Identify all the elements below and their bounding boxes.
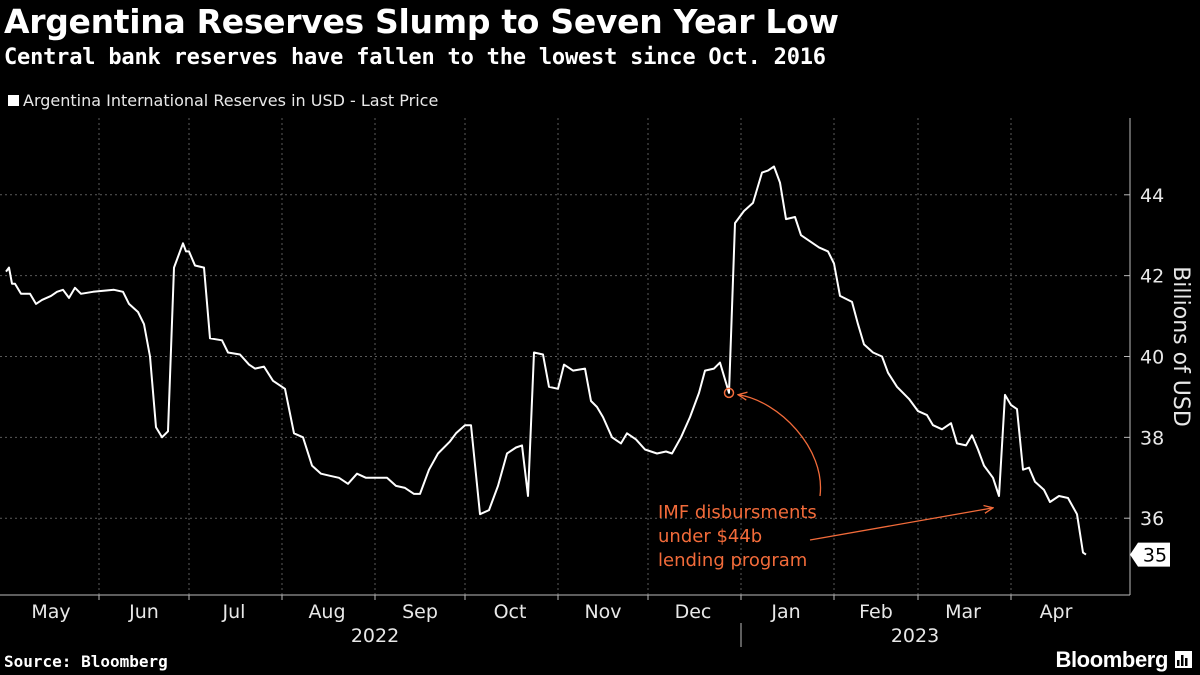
y-tick-label: 42 [1140,266,1164,288]
bloomberg-terminal-icon [1175,651,1192,668]
y-tick-label: 38 [1140,427,1164,449]
grid-lines [0,118,1118,595]
x-tick-label: Sep [402,601,438,623]
year-label: 2023 [891,625,939,647]
y-tick-label: 40 [1140,347,1164,369]
x-tick-label: Nov [584,601,621,623]
x-tick-label: Oct [494,601,527,623]
annotation-text-line: lending program [658,550,807,571]
series-line [5,165,1087,556]
source-note: Source: Bloomberg [4,652,168,671]
x-tick-label: Mar [945,601,981,623]
last-value-label: 35 [1143,545,1167,567]
last-value-badge [1130,542,1170,567]
annotation-text-line: under $44b [658,526,762,547]
series-layer [5,165,1087,556]
x-tick-label: Aug [308,601,345,623]
legend-label: Argentina International Reserves in USD … [23,91,439,110]
chart-legend: Argentina International Reserves in USD … [8,91,438,110]
x-tick-label: Apr [1040,601,1073,623]
legend-swatch [8,95,19,106]
x-tick-label: Jan [770,601,800,623]
x-tick-label: Jun [128,601,159,623]
page-title: Argentina Reserves Slump to Seven Year L… [4,2,839,41]
x-tick-label: Dec [675,601,712,623]
y-tick-label: 36 [1140,508,1164,530]
annotation-layer: IMF disbursments under $44b lending progra… [658,387,992,571]
y-axis-title: Billions of USD [1168,266,1193,427]
annotation-arrow-dec [739,395,822,497]
annotation-arrow-mar [809,508,992,541]
x-tick-label: Feb [859,601,893,623]
page-subtitle: Central bank reserves have fallen to the… [4,45,826,70]
annotation-circle-marker [723,387,735,399]
annotation-text-line: IMF disbursments [658,502,817,523]
x-tick-label: May [31,601,70,623]
bloomberg-logo: Bloomberg [1055,647,1168,672]
y-tick-label: 44 [1140,185,1164,207]
chart-axes: 36 38 40 42 44 May Jun Jul Aug Sep Oct Nov Dec Jan Feb… [0,118,1193,647]
year-label: 2022 [351,625,399,647]
x-tick-label: Jul [222,601,246,623]
